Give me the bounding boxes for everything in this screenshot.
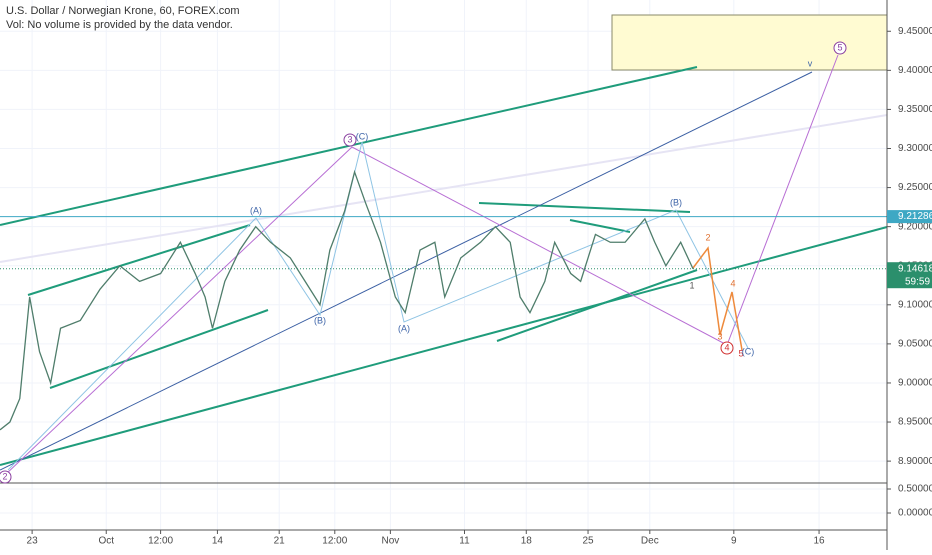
wave-label: (C)	[356, 131, 369, 141]
target-box	[611, 14, 888, 71]
y-tick-label: 9.45000	[898, 26, 932, 37]
wave-line	[4, 54, 839, 476]
countdown: 59:59	[905, 276, 930, 287]
wave-label: (B)	[670, 197, 682, 207]
y-tick-label: 9.25000	[898, 182, 932, 193]
y-tick-label: 9.00000	[898, 378, 932, 389]
y-tick-label: 0.50000	[898, 484, 932, 495]
wave-label: (B)	[314, 315, 326, 325]
channel-line	[478, 202, 691, 213]
x-tick-label: 25	[582, 536, 594, 547]
price-label: 9.14618	[898, 263, 932, 274]
x-tick-label: 12:00	[322, 536, 347, 547]
x-tick-label: 12:00	[148, 536, 173, 547]
x-tick-label: 11	[459, 536, 470, 547]
y-tick-label: 9.10000	[898, 299, 932, 310]
wave-label: 5	[738, 348, 743, 358]
wave-label: 4	[724, 342, 729, 352]
y-tick-label: 9.05000	[898, 339, 932, 350]
x-tick-label: Nov	[381, 536, 399, 547]
wave-line	[7, 141, 749, 471]
wave-label: (C)	[742, 346, 755, 356]
y-tick-label: 9.30000	[898, 143, 932, 154]
channel-line	[569, 219, 631, 233]
chart-title: U.S. Dollar / Norwegian Krone, 60, FOREX…	[6, 5, 240, 17]
wave-label: (A)	[250, 205, 262, 215]
y-tick-label: 8.90000	[898, 456, 932, 467]
wave-circle	[0, 470, 12, 484]
x-tick-label: 21	[274, 536, 286, 547]
wave-circle	[343, 133, 357, 147]
wave-label: v	[808, 58, 813, 68]
price-label-bg	[887, 210, 932, 224]
trend-line	[0, 114, 888, 263]
y-tick-label: 9.20000	[898, 221, 932, 232]
y-tick-label: 9.35000	[898, 104, 932, 115]
y-tick-label: 9.40000	[898, 65, 932, 76]
wave-circle	[720, 341, 734, 355]
wave-label: 5	[837, 42, 842, 52]
y-tick-label: 8.95000	[898, 417, 932, 428]
x-tick-label: 23	[27, 536, 39, 547]
wave-label: 2	[2, 471, 7, 481]
price-label: 9.21286	[898, 211, 932, 222]
x-tick-label: 9	[731, 536, 737, 547]
chart-subtitle: Vol: No volume is provided by the data v…	[6, 19, 233, 31]
x-tick-label: Oct	[98, 536, 114, 547]
price-line	[0, 169, 694, 431]
wave-label: 1	[689, 280, 694, 290]
x-tick-label: 16	[813, 536, 825, 547]
channel-line	[27, 224, 251, 296]
wave-label: 3	[347, 134, 352, 144]
x-tick-label: 18	[521, 536, 533, 547]
trend-line	[0, 71, 813, 471]
channel-line	[49, 309, 269, 389]
x-tick-label: Dec	[641, 536, 659, 547]
channel-line	[496, 269, 698, 342]
wave-line	[692, 246, 743, 351]
wave-label: (A)	[398, 323, 410, 333]
price-label-bg	[887, 262, 932, 289]
channel-line	[0, 226, 888, 466]
wave-label: 3	[717, 331, 722, 341]
x-tick-label: 14	[212, 536, 224, 547]
wave-label: 4	[730, 278, 735, 288]
wave-label: 2	[705, 232, 710, 242]
wave-circle	[833, 41, 847, 55]
y-tick-label: 0.00000	[898, 508, 932, 519]
